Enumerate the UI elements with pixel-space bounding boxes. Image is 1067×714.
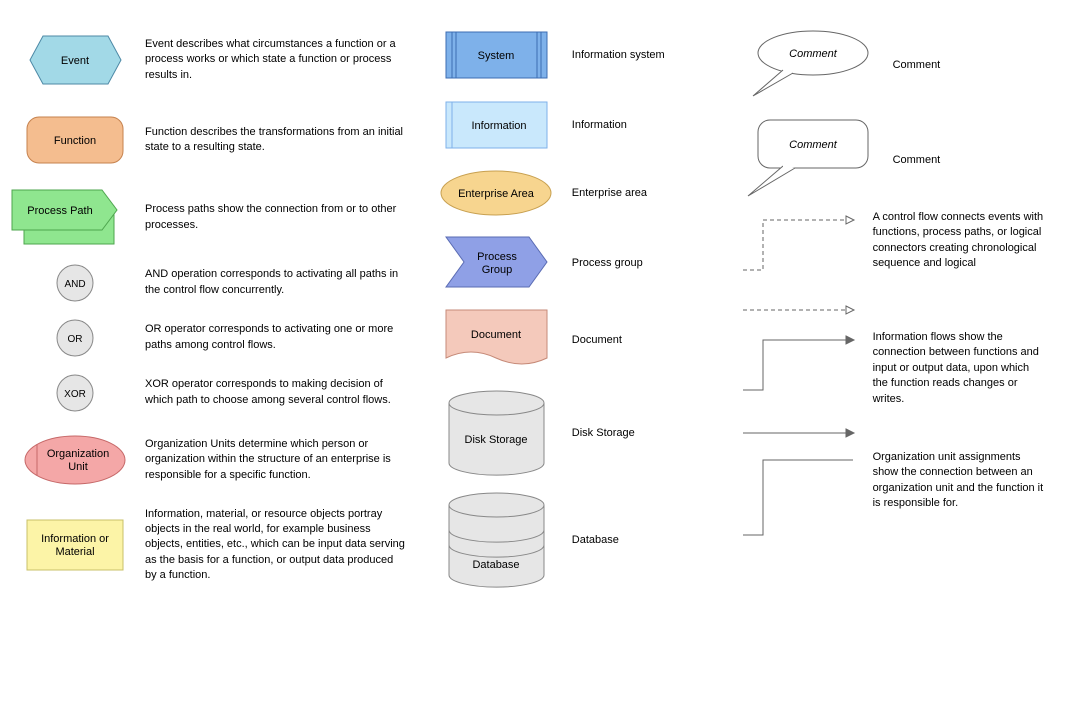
enterprise-desc: Enterprise area (572, 187, 708, 199)
row-orgassign: Organization unit assignments show the c… (738, 450, 1047, 560)
column-1: Event Event describes what circumstances… (20, 20, 407, 595)
column-2: System Information system Information In… (437, 20, 708, 595)
ctrlflow1-desc: A control flow connects events with func… (873, 210, 1047, 272)
processpath-shape: Process Path (10, 188, 130, 248)
function-desc: Function describes the transformations f… (145, 125, 407, 156)
row-disk: Disk Storage Disk Storage (437, 380, 708, 485)
orgunit-desc: Organization Units determine which perso… (145, 437, 407, 483)
orgunit-label2: Unit (68, 461, 88, 473)
ctrlflow2-shape (738, 300, 858, 320)
row-infoflow1: Information flows show the connection be… (738, 330, 1047, 415)
ctrlflow1-shape (738, 210, 858, 280)
database-label: Database (473, 559, 520, 571)
orgassign-shape (738, 450, 858, 545)
event-label: Event (60, 55, 88, 67)
procgroup-label1: Process (477, 251, 517, 263)
procgroup-desc: Process group (572, 257, 708, 269)
row-processpath: Process Path Process paths show the conn… (20, 180, 407, 255)
infomat-label2: Material (55, 546, 94, 558)
system-label: System (478, 50, 515, 62)
enterprise-shape: Enterprise Area (439, 168, 554, 218)
row-information: Information Information (437, 90, 708, 160)
disk-label: Disk Storage (465, 434, 528, 446)
processpath-label: Process Path (27, 205, 92, 217)
or-label: OR (68, 334, 83, 345)
event-shape: Event (28, 34, 123, 86)
procgroup-shape: Process Group (444, 235, 549, 290)
system-desc: Information system (572, 49, 708, 61)
row-comment2: Comment Comment (738, 110, 1047, 210)
row-orgunit: Organization Unit Organization Units det… (20, 420, 407, 500)
orgunit-shape: Organization Unit (23, 434, 128, 486)
infoflow1-desc: Information flows show the connection be… (873, 330, 1047, 407)
infomat-desc: Information, material, or resource objec… (145, 507, 407, 584)
row-database: Database Database (437, 485, 708, 595)
row-procgroup: Process Group Process group (437, 225, 708, 300)
orgunit-label1: Organization (46, 448, 108, 460)
system-shape: System (444, 30, 549, 80)
comment1-shape: Comment (743, 28, 873, 103)
information-shape: Information (444, 100, 549, 150)
disk-shape: Disk Storage (444, 388, 549, 478)
comment1-label: Comment (789, 48, 838, 60)
row-infoflow2 (738, 415, 1047, 450)
row-ctrlflow1: A control flow connects events with func… (738, 210, 1047, 290)
and-shape: AND (55, 263, 95, 303)
row-or: OR OR operator corresponds to activating… (20, 310, 407, 365)
comment2-label: Comment (789, 139, 838, 151)
comment2-shape: Comment (743, 118, 873, 203)
row-enterprise: Enterprise Area Enterprise area (437, 160, 708, 225)
function-label: Function (54, 135, 96, 147)
row-xor: XOR XOR operator corresponds to making d… (20, 365, 407, 420)
orgassign-desc: Organization unit assignments show the c… (873, 450, 1047, 512)
database-desc: Database (572, 534, 708, 546)
row-infomat: Information or Material Information, mat… (20, 500, 407, 590)
infoflow1-shape (738, 330, 858, 400)
row-comment1: Comment Comment (738, 20, 1047, 110)
column-3: Comment Comment Comment Comment (738, 20, 1047, 595)
processpath-desc: Process paths show the connection from o… (145, 202, 407, 233)
comment2-desc: Comment (893, 154, 1047, 166)
comment1-desc: Comment (893, 59, 1047, 71)
database-shape: Database (444, 490, 549, 590)
enterprise-label: Enterprise Area (458, 188, 535, 200)
row-event: Event Event describes what circumstances… (20, 20, 407, 100)
infomat-shape: Information or Material (25, 518, 125, 573)
event-desc: Event describes what circumstances a fun… (145, 37, 407, 83)
row-function: Function Function describes the transfor… (20, 100, 407, 180)
xor-shape: XOR (55, 373, 95, 413)
information-label: Information (472, 120, 527, 132)
and-label: AND (64, 279, 85, 290)
row-ctrlflow2 (738, 290, 1047, 330)
or-desc: OR operator corresponds to activating on… (145, 322, 407, 353)
procgroup-label2: Group (482, 264, 513, 276)
disk-desc: Disk Storage (572, 427, 708, 439)
and-desc: AND operation corresponds to activating … (145, 267, 407, 298)
function-shape: Function (25, 115, 125, 165)
xor-label: XOR (64, 389, 86, 400)
infomat-label1: Information or (41, 533, 109, 545)
xor-desc: XOR operator corresponds to making decis… (145, 377, 407, 408)
information-desc: Information (572, 119, 708, 131)
row-system: System Information system (437, 20, 708, 90)
row-document: Document Document (437, 300, 708, 380)
or-shape: OR (55, 318, 95, 358)
row-and: AND AND operation corresponds to activat… (20, 255, 407, 310)
document-label: Document (471, 329, 521, 341)
infoflow2-shape (738, 423, 858, 443)
legend-container: Event Event describes what circumstances… (20, 20, 1047, 595)
document-shape: Document (444, 308, 549, 373)
document-desc: Document (572, 334, 708, 346)
